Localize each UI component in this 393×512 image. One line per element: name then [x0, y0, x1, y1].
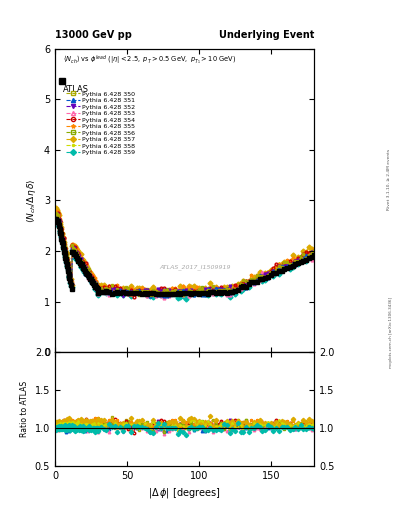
- X-axis label: $|\Delta\,\phi|$ [degrees]: $|\Delta\,\phi|$ [degrees]: [149, 486, 221, 500]
- Text: ATLAS: ATLAS: [63, 85, 89, 94]
- Text: $\langle N_{ch}\rangle$ vs $\phi^{lead}$ ($|\eta|<2.5,\ p_T>0.5$ GeV$,\ p_{T_1}>: $\langle N_{ch}\rangle$ vs $\phi^{lead}$…: [63, 53, 236, 67]
- Legend: Pythia 6.428 350, Pythia 6.428 351, Pythia 6.428 352, Pythia 6.428 353, Pythia 6: Pythia 6.428 350, Pythia 6.428 351, Pyth…: [66, 91, 135, 155]
- Y-axis label: $\langle N_{ch}/\Delta\eta\,\delta\rangle$: $\langle N_{ch}/\Delta\eta\,\delta\rangl…: [26, 178, 39, 223]
- Y-axis label: Ratio to ATLAS: Ratio to ATLAS: [20, 381, 29, 437]
- Text: 13000 GeV pp: 13000 GeV pp: [55, 30, 132, 40]
- Text: mcplots.cern.ch [arXiv:1306.3436]: mcplots.cern.ch [arXiv:1306.3436]: [389, 297, 393, 368]
- Text: Rivet 3.1.10, ≥ 2.4M events: Rivet 3.1.10, ≥ 2.4M events: [387, 148, 391, 210]
- Text: ATLAS_2017_I1509919: ATLAS_2017_I1509919: [159, 264, 231, 270]
- Text: Underlying Event: Underlying Event: [219, 30, 314, 40]
